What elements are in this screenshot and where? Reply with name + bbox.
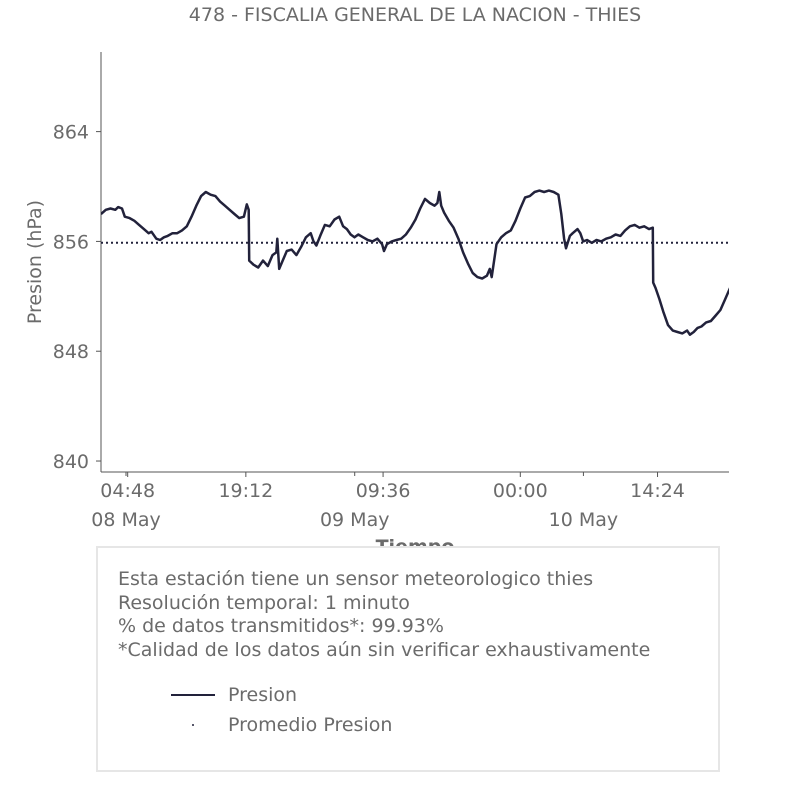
info-text: Esta estación tiene un sensor meteorolog… [118,568,650,662]
x-tick-label: 04:48 [100,480,155,502]
info-line-transmitted: % de datos transmitidos*: 99.93% [118,615,444,637]
y-tick-label: 840 [53,451,89,473]
legend-line-swatch [170,694,216,696]
x-tick-label: 00:00 [493,480,548,502]
y-tick-label: 864 [53,122,89,144]
series-layer [101,189,729,336]
chart-axes: 840 848 856 864 04:48 19:12 09:36 00:00 14:24 08 … [53,52,729,531]
y-axis-label: Presion (hPa) [24,200,46,324]
y-tick-label: 848 [53,341,89,363]
legend-dot-swatch [170,724,216,726]
x-tick-label: 14:24 [630,480,685,502]
legend-label-presion: Presion [228,684,298,706]
x-date-label: 10 May [549,509,619,531]
legend-label-promedio: Promedio Presion [228,714,393,736]
legend-entry-promedio: Promedio Presion [170,710,392,740]
info-line-sensor: Esta estación tiene un sensor meteorolog… [118,568,594,590]
y-tick-label: 856 [53,231,89,253]
chart-title: 478 - FISCALIA GENERAL DE LA NACION - TH… [189,4,641,26]
chart-legend: Presion Promedio Presion [170,680,392,740]
info-line-resolution: Resolución temporal: 1 minuto [118,591,410,614]
series-presion [101,189,729,336]
x-date-label: 09 May [320,509,390,531]
info-line-quality: *Calidad de los datos aún sin verificar … [118,638,651,661]
x-tick-label: 09:36 [356,480,411,502]
x-tick-label: 19:12 [218,480,273,502]
x-date-label: 08 May [91,509,161,531]
info-box: Esta estación tiene un sensor meteorolog… [96,546,720,772]
legend-entry-presion: Presion [170,680,392,710]
